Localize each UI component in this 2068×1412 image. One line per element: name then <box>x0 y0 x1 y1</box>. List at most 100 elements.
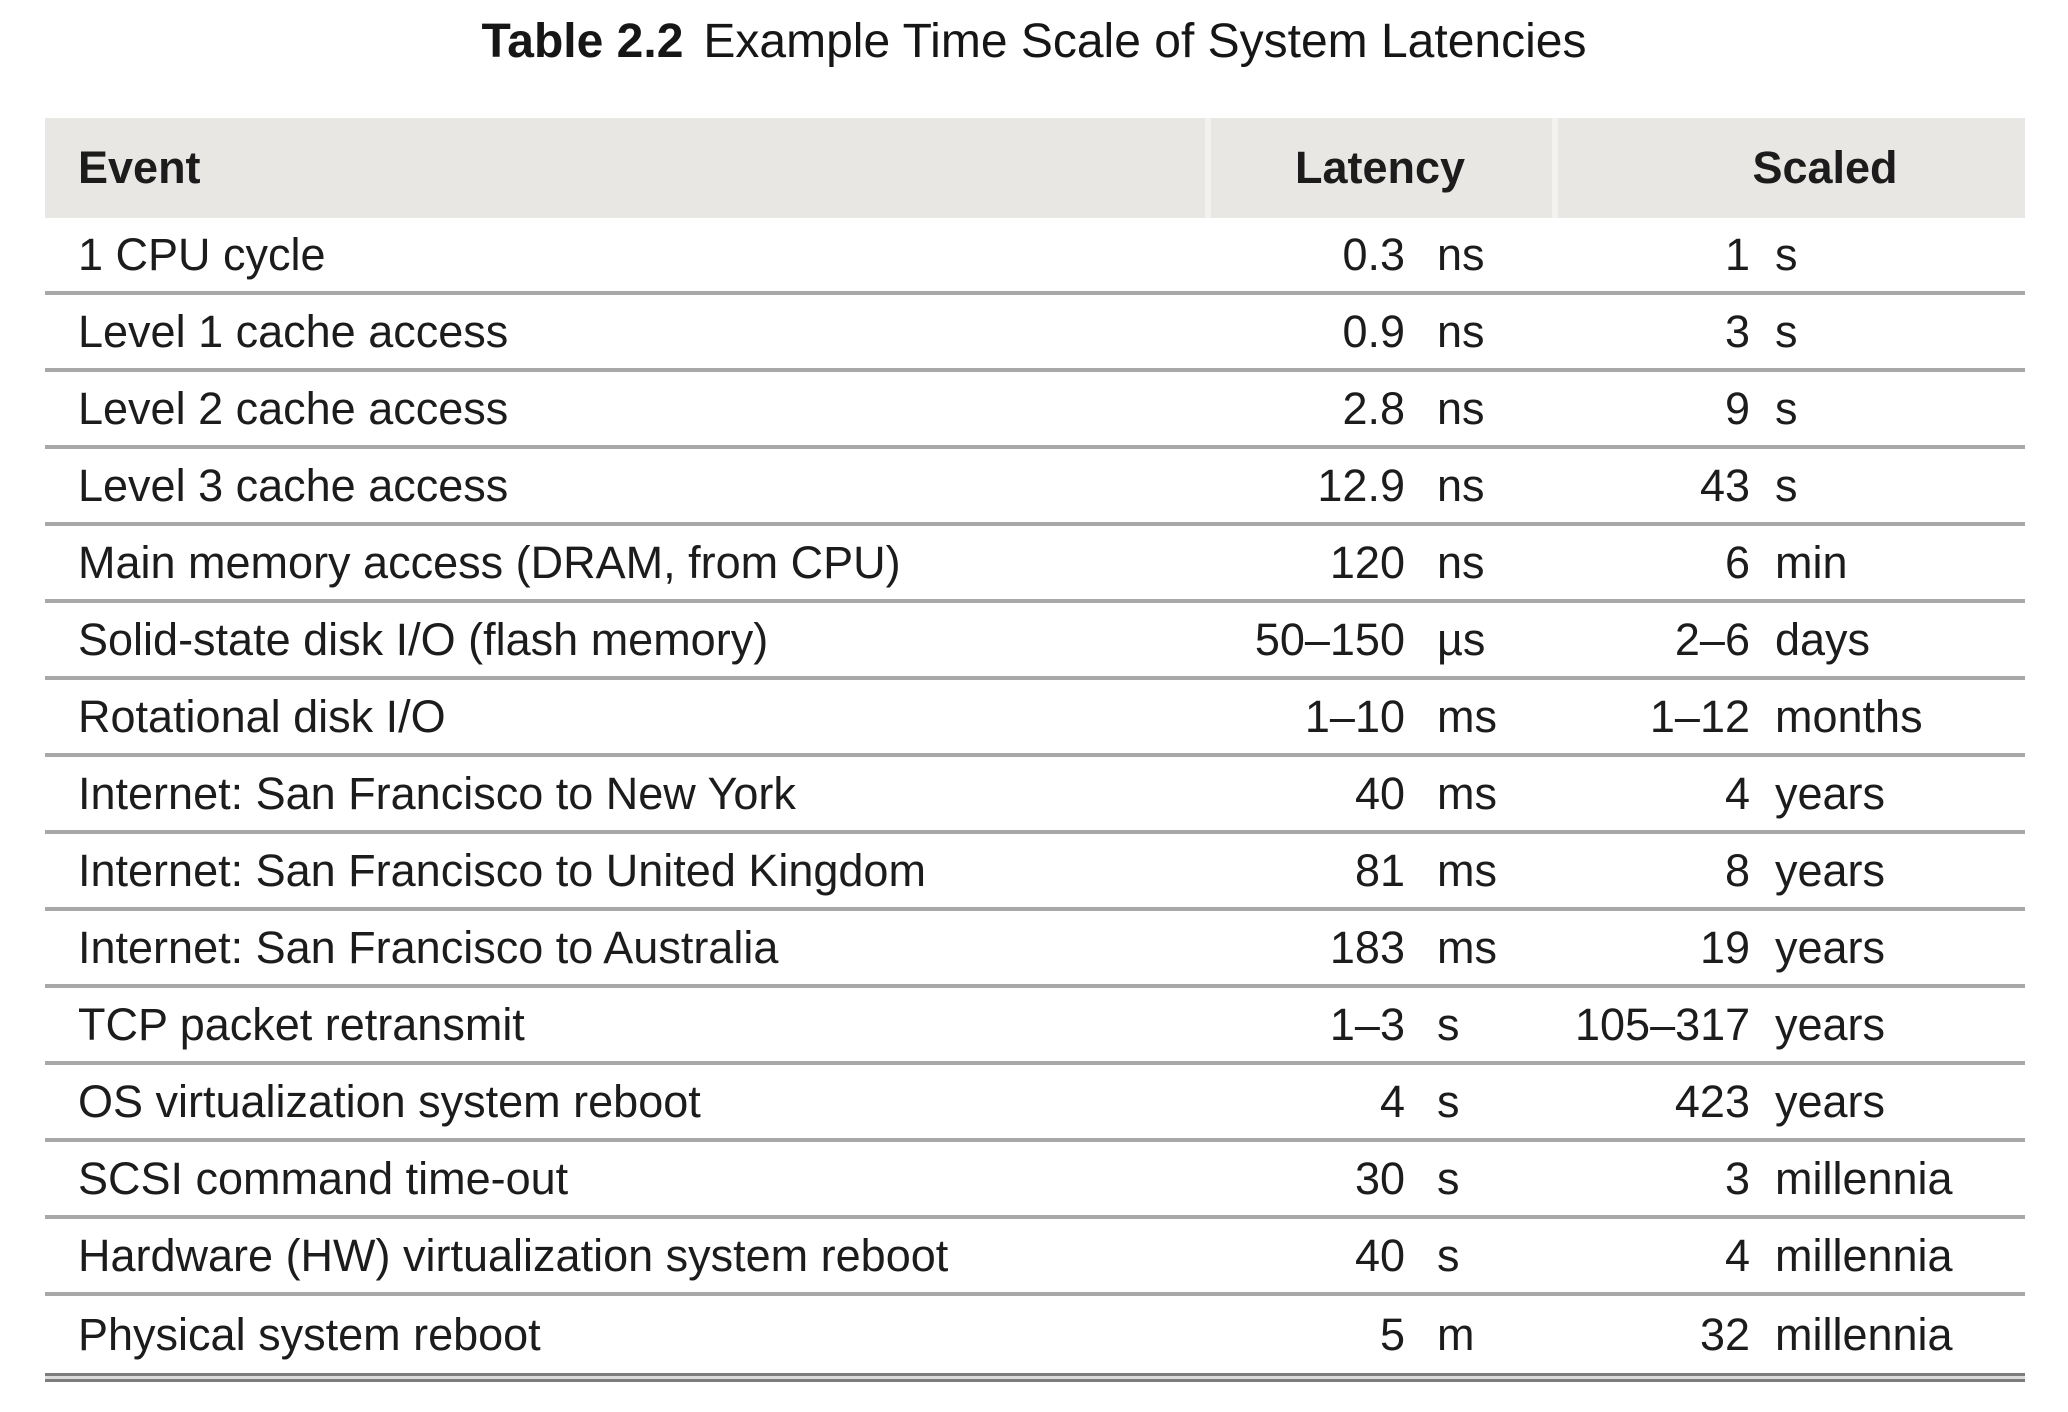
scaled-value-cell: 1 <box>1724 228 1750 280</box>
scaled-value-cell: 2–6 <box>1674 613 1750 665</box>
latency-unit-cell: s <box>1437 1075 1460 1127</box>
latency-unit-cell: ns <box>1437 228 1485 280</box>
event-cell: OS virtualization system reboot <box>78 1075 701 1127</box>
latency-unit-cell: µs <box>1437 613 1486 665</box>
scaled-value-cell: 105–317 <box>1575 998 1751 1050</box>
scaled-value-cell: 1–12 <box>1649 690 1750 742</box>
table-row: Internet: San Francisco to New York 40 m… <box>45 757 2025 834</box>
latency-unit-cell: s <box>1437 1152 1460 1204</box>
table-row: Level 3 cache access 12.9 ns 43 s <box>45 449 2025 526</box>
latency-value-cell: 81 <box>1354 844 1405 896</box>
latency-value-cell: 1–3 <box>1329 998 1405 1050</box>
table-row: TCP packet retransmit 1–3 s 105–317 year… <box>45 988 2025 1065</box>
latency-unit-cell: ms <box>1437 844 1497 896</box>
latency-unit-cell: ms <box>1437 690 1497 742</box>
scaled-unit-cell: millennia <box>1775 1152 1953 1204</box>
scaled-unit-cell: months <box>1775 690 1923 742</box>
scaled-unit-cell: millennia <box>1775 1229 1953 1281</box>
header-column-divider <box>1205 118 1211 218</box>
scaled-value-cell: 3 <box>1724 305 1750 357</box>
latency-unit-cell: s <box>1437 1229 1460 1281</box>
event-cell: Level 1 cache access <box>78 305 509 357</box>
latency-value-cell: 50–150 <box>1254 613 1405 665</box>
event-cell: Internet: San Francisco to United Kingdo… <box>78 844 926 896</box>
scaled-value-cell: 4 <box>1724 1229 1750 1281</box>
event-cell: SCSI command time-out <box>78 1152 569 1204</box>
table-row: Rotational disk I/O 1–10 ms 1–12 months <box>45 680 2025 757</box>
table-row: Internet: San Francisco to Australia 183… <box>45 911 2025 988</box>
latency-table: Event Latency Scaled 1 CPU cycle 0.3 ns … <box>45 118 2025 1382</box>
scaled-unit-cell: years <box>1775 921 1886 973</box>
event-cell: TCP packet retransmit <box>78 998 525 1050</box>
scaled-value-cell: 43 <box>1699 459 1750 511</box>
latency-unit-cell: ns <box>1437 459 1485 511</box>
event-cell: Internet: San Francisco to New York <box>78 767 796 819</box>
latency-value-cell: 40 <box>1354 1229 1405 1281</box>
scaled-value-cell: 8 <box>1724 844 1750 896</box>
table-row: Main memory access (DRAM, from CPU) 120 … <box>45 526 2025 603</box>
scaled-value-cell: 4 <box>1724 767 1750 819</box>
table-body: 1 CPU cycle 0.3 ns 1 s Level 1 cache acc… <box>45 218 2025 1373</box>
scaled-unit-cell: millennia <box>1775 1308 1953 1360</box>
event-cell: Internet: San Francisco to Australia <box>78 921 779 973</box>
latency-value-cell: 4 <box>1379 1075 1405 1127</box>
event-cell: Hardware (HW) virtualization system rebo… <box>78 1229 949 1281</box>
event-cell: 1 CPU cycle <box>78 228 326 280</box>
event-cell: Main memory access (DRAM, from CPU) <box>78 536 901 588</box>
latency-value-cell: 1–10 <box>1304 690 1405 742</box>
latency-value-cell: 183 <box>1329 921 1405 973</box>
table-bottom-rule <box>45 1373 2025 1382</box>
table-row: Solid-state disk I/O (flash memory) 50–1… <box>45 603 2025 680</box>
table-row: Level 2 cache access 2.8 ns 9 s <box>45 372 2025 449</box>
header-scaled: Scaled <box>1752 142 1898 193</box>
latency-unit-cell: m <box>1437 1308 1475 1360</box>
latency-unit-cell: ms <box>1437 767 1497 819</box>
scaled-unit-cell: years <box>1775 844 1886 896</box>
scaled-value-cell: 19 <box>1699 921 1750 973</box>
scaled-value-cell: 423 <box>1674 1075 1750 1127</box>
header-event: Event <box>78 142 201 193</box>
latency-value-cell: 0.9 <box>1342 305 1405 357</box>
scaled-unit-cell: days <box>1775 613 1871 665</box>
table-title-label: Table 2.2 <box>481 15 684 68</box>
event-cell: Rotational disk I/O <box>78 690 446 742</box>
table-header-row: Event Latency Scaled <box>45 118 2025 218</box>
latency-value-cell: 30 <box>1354 1152 1405 1204</box>
event-cell: Level 3 cache access <box>78 459 509 511</box>
header-latency: Latency <box>1294 142 1466 193</box>
scaled-unit-cell: years <box>1775 1075 1886 1127</box>
latency-value-cell: 5 <box>1379 1308 1405 1360</box>
table-row: SCSI command time-out 30 s 3 millennia <box>45 1142 2025 1219</box>
scaled-unit-cell: s <box>1775 459 1798 511</box>
latency-unit-cell: ns <box>1437 536 1485 588</box>
table-title: Table 2.2 Example Time Scale of System La… <box>0 15 2068 69</box>
latency-unit-cell: ns <box>1437 382 1485 434</box>
table-row: OS virtualization system reboot 4 s 423 … <box>45 1065 2025 1142</box>
scaled-unit-cell: s <box>1775 382 1798 434</box>
latency-unit-cell: ms <box>1437 921 1497 973</box>
scaled-value-cell: 32 <box>1699 1308 1750 1360</box>
latency-value-cell: 12.9 <box>1317 459 1405 511</box>
scaled-unit-cell: s <box>1775 305 1798 357</box>
table-row: Internet: San Francisco to United Kingdo… <box>45 834 2025 911</box>
event-cell: Level 2 cache access <box>78 382 509 434</box>
table-row: 1 CPU cycle 0.3 ns 1 s <box>45 218 2025 295</box>
scaled-unit-cell: min <box>1775 536 1848 588</box>
event-cell: Physical system reboot <box>78 1308 541 1360</box>
scaled-unit-cell: years <box>1775 998 1886 1050</box>
latency-value-cell: 40 <box>1354 767 1405 819</box>
scaled-value-cell: 9 <box>1724 382 1750 434</box>
latency-value-cell: 120 <box>1329 536 1405 588</box>
latency-value-cell: 0.3 <box>1342 228 1405 280</box>
table-row: Hardware (HW) virtualization system rebo… <box>45 1219 2025 1296</box>
latency-value-cell: 2.8 <box>1342 382 1405 434</box>
scaled-unit-cell: years <box>1775 767 1886 819</box>
scaled-value-cell: 3 <box>1724 1152 1750 1204</box>
scaled-value-cell: 6 <box>1724 536 1750 588</box>
table-row: Physical system reboot 5 m 32 millennia <box>45 1296 2025 1373</box>
latency-unit-cell: s <box>1437 998 1460 1050</box>
table-title-text: Example Time Scale of System Latencies <box>703 15 1587 68</box>
scaled-unit-cell: s <box>1775 228 1798 280</box>
event-cell: Solid-state disk I/O (flash memory) <box>78 613 769 665</box>
